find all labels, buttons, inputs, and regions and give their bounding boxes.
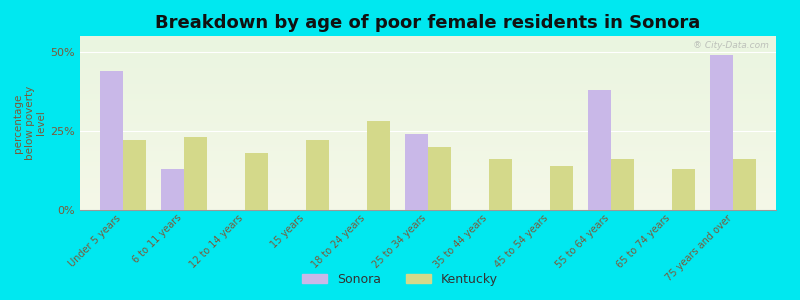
Title: Breakdown by age of poor female residents in Sonora: Breakdown by age of poor female resident… xyxy=(155,14,701,32)
Bar xyxy=(428,147,451,210)
Bar xyxy=(672,169,695,210)
Bar xyxy=(734,159,757,210)
Bar xyxy=(710,55,734,210)
Bar xyxy=(184,137,207,210)
Bar xyxy=(550,166,574,210)
Bar xyxy=(161,169,184,210)
Legend: Sonora, Kentucky: Sonora, Kentucky xyxy=(297,268,503,291)
Bar xyxy=(405,134,428,210)
Bar xyxy=(306,140,329,210)
Bar xyxy=(588,90,611,210)
Bar xyxy=(611,159,634,210)
Bar xyxy=(99,71,122,210)
Bar xyxy=(122,140,146,210)
Bar xyxy=(245,153,268,210)
Bar xyxy=(367,122,390,210)
Bar xyxy=(489,159,512,210)
Text: ® City-Data.com: ® City-Data.com xyxy=(693,41,769,50)
Y-axis label: percentage
below poverty
level: percentage below poverty level xyxy=(13,86,46,160)
